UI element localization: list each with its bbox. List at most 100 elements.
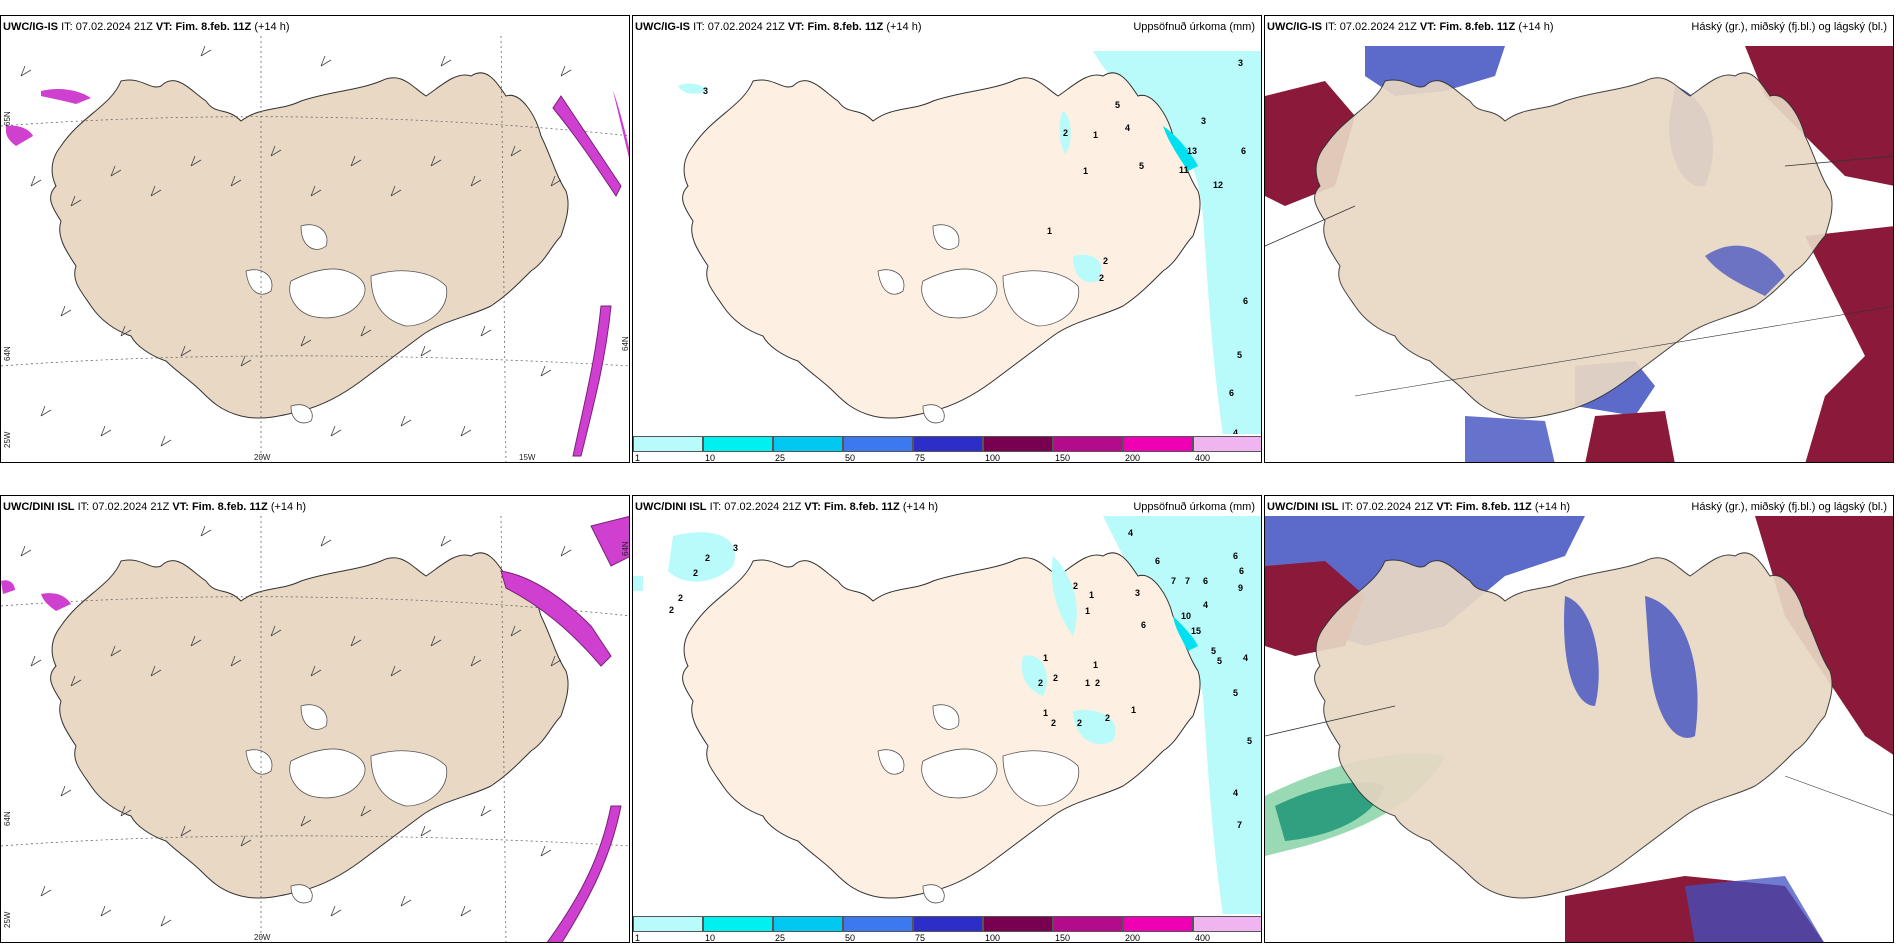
precip-value: 1 (1089, 590, 1094, 600)
cloud-high (1755, 516, 1893, 755)
legend-tick-label: 10 (705, 453, 716, 463)
precip-value: 5 (1115, 100, 1120, 110)
precip-value: 3 (733, 543, 738, 553)
precip-value: 3 (703, 86, 708, 96)
precip-value: 2 (1095, 678, 1100, 688)
strong-wind-band (6, 125, 33, 146)
legend-tick-label: 25 (775, 933, 786, 943)
precip-value: 13 (1187, 146, 1197, 156)
precip-value: 2 (1051, 718, 1056, 728)
panel-cloud-row2: UWC/DINI ISL IT: 07.02.2024 21Z VT: Fim.… (1264, 495, 1894, 943)
legend-tick-label: 200 (1125, 453, 1141, 463)
legend-swatch (983, 916, 1053, 932)
precip-value: 7 (1171, 576, 1176, 586)
precip-value: 9 (1238, 583, 1243, 593)
precip-area (1073, 710, 1116, 745)
panel-header: UWC/DINI ISL IT: 07.02.2024 21Z VT: Fim.… (1267, 501, 1570, 513)
legend-swatch (1053, 436, 1123, 452)
precip-value: 3 (1238, 58, 1243, 68)
legend-swatch (633, 916, 703, 932)
precip-value: 6 (1229, 388, 1234, 398)
precip-value: 2 (1063, 128, 1068, 138)
precip-value: 4 (1125, 123, 1130, 133)
precip-value: 1 (1085, 606, 1090, 616)
legend-swatch (1193, 436, 1261, 452)
precip-value: 1 (1047, 226, 1052, 236)
panel-header: UWC/DINI ISL IT: 07.02.2024 21Z VT: Fim.… (635, 501, 938, 513)
legend-swatch (703, 916, 773, 932)
precip-value: 7 (1237, 820, 1242, 830)
precip-map: 3 2 2 2 2 4 6 7 7 6 4 10 15 9 5 5 4 5 5 … (633, 516, 1261, 916)
legend-tick-label: 10 (705, 933, 716, 943)
precip-value: 4 (1243, 653, 1248, 663)
precip-area (1163, 126, 1198, 171)
precip-value: 6 (1203, 576, 1208, 586)
lon-label: 15W (519, 453, 536, 462)
precip-value: 2 (1103, 256, 1108, 266)
cloud-map (1265, 46, 1893, 462)
strong-wind-band (572, 305, 612, 457)
panel-header: UWC/DINI ISL IT: 07.02.2024 21Z VT: Fim.… (3, 501, 306, 513)
precip-value: 5 (1233, 688, 1238, 698)
cloud-low-green (1275, 782, 1385, 841)
precip-area (633, 576, 643, 591)
wind-map (1, 36, 629, 462)
precip-value: 2 (1038, 678, 1043, 688)
panel-precip-row2: UWC/DINI ISL IT: 07.02.2024 21Z VT: Fim.… (632, 495, 1262, 943)
panel-wind-row2: UWC/DINI ISL IT: 07.02.2024 21Z VT: Fim.… (0, 495, 630, 943)
precip-area (1021, 655, 1047, 696)
precip-value: 1 (1093, 130, 1098, 140)
precip-value: 5 (1217, 656, 1222, 666)
precip-value: 1 (1093, 660, 1098, 670)
legend-tick-label: 75 (915, 933, 926, 943)
panel-header: UWC/IG-IS IT: 07.02.2024 21Z VT: Fim. 8.… (3, 21, 290, 33)
legend-swatch (1123, 436, 1193, 452)
precip-value: 1 (1043, 708, 1048, 718)
lat-label: 64N (621, 541, 630, 556)
lat-label: 25W (3, 431, 12, 448)
legend-tick-label: 1 (635, 933, 641, 943)
precip-value: 1 (1043, 653, 1048, 663)
legend-swatch (773, 916, 843, 932)
legend-tick-label: 50 (845, 453, 856, 463)
precip-value: 1 (1085, 678, 1090, 688)
precip-value: 1 (1083, 166, 1088, 176)
precip-value: 6 (1155, 556, 1160, 566)
legend-swatch (1053, 916, 1123, 932)
precip-value: 6 (1241, 146, 1246, 156)
precip-value: 2 (1105, 713, 1110, 723)
cloud-high (1805, 226, 1893, 462)
cloud-mid (1685, 876, 1824, 942)
panel-header: UWC/IG-IS IT: 07.02.2024 21Z VT: Fim. 8.… (635, 21, 922, 33)
legend-swatch (1123, 916, 1193, 932)
precip-values: 3 3 2 1 1 5 4 3 13 11 12 6 5 1 2 2 6 5 6… (703, 58, 1248, 438)
legend-tick-label: 50 (845, 933, 856, 943)
lon-label: 20W (254, 933, 271, 942)
precip-value: 6 (1233, 551, 1238, 561)
precip-value: 2 (705, 553, 710, 563)
strong-wind-band (552, 95, 622, 197)
cloud-map (1265, 516, 1893, 942)
precip-legend: 1 10 25 50 75 100 150 200 400 (633, 434, 1261, 463)
panel-title: Háský (gr.), miðský (fj.bl.) og lágský (… (1691, 21, 1887, 33)
strong-wind-band (613, 91, 629, 158)
panel-precip-row1: UWC/IG-IS IT: 07.02.2024 21Z VT: Fim. 8.… (632, 15, 1262, 463)
panel-header: UWC/IG-IS IT: 07.02.2024 21Z VT: Fim. 8.… (1267, 21, 1554, 33)
panel-title: Uppsöfnuð úrkoma (mm) (1133, 21, 1255, 33)
lat-label: 64N (3, 811, 12, 826)
precip-value: 2 (1077, 718, 1082, 728)
cloud-mid (1645, 596, 1698, 738)
cloud-high (1745, 46, 1893, 186)
legend-tick-label: 1 (635, 453, 641, 463)
cloud-mid (1564, 596, 1599, 706)
precip-value: 5 (1237, 350, 1242, 360)
precip-value: 7 (1185, 576, 1190, 586)
precip-area (1093, 51, 1261, 436)
cloud-mid (1465, 416, 1555, 462)
cloud-high (1585, 411, 1675, 462)
legend-swatch (913, 916, 983, 932)
legend-swatch (1193, 916, 1261, 932)
precip-value: 2 (1099, 273, 1104, 283)
precip-value: 1 (1131, 705, 1136, 715)
precip-value: 11 (1179, 165, 1189, 175)
